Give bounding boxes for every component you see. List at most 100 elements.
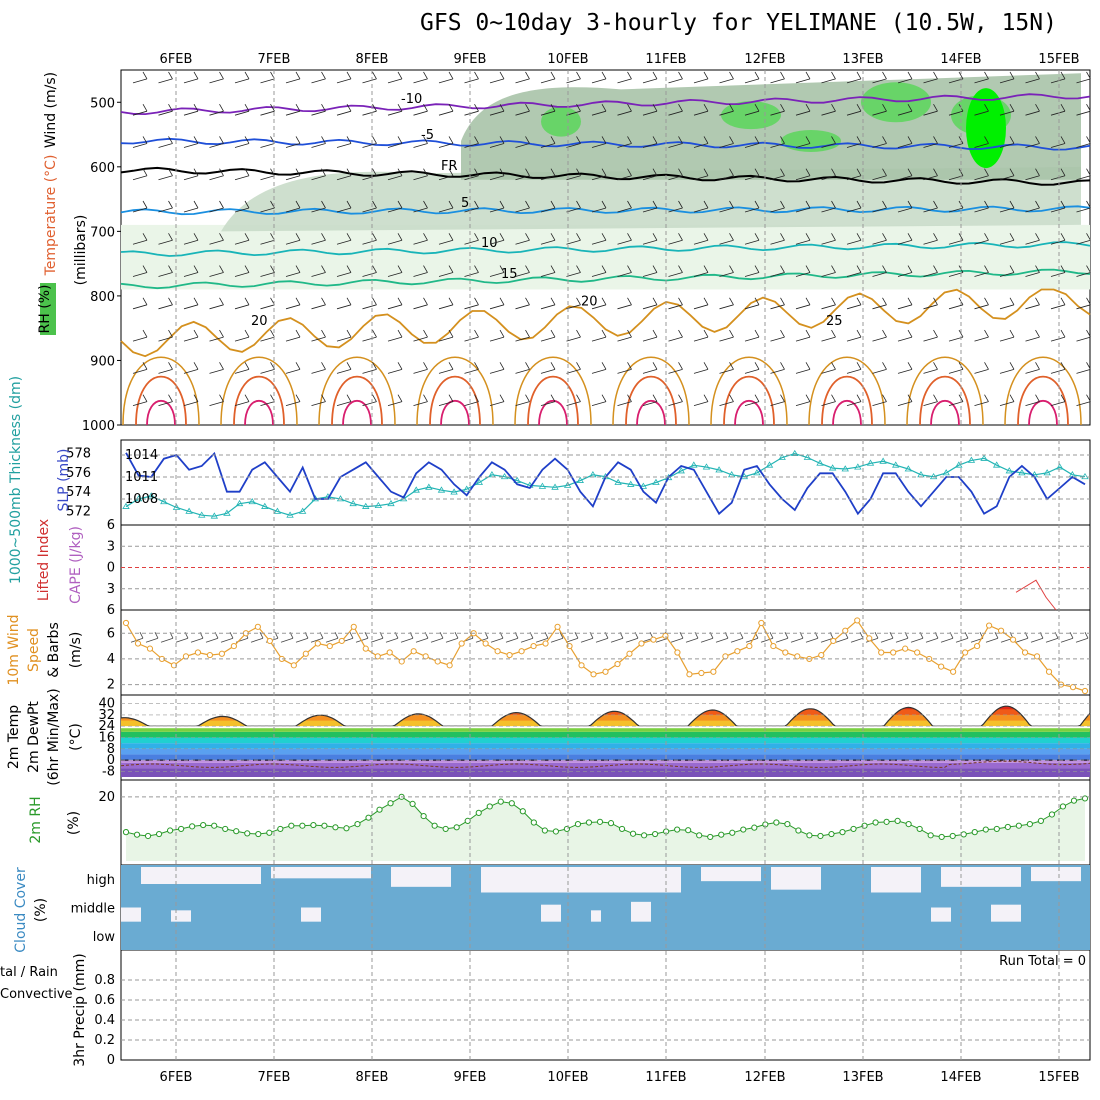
wind-barb xyxy=(540,136,556,148)
wind-barb xyxy=(132,362,148,374)
wind-barb xyxy=(642,103,658,116)
data-point xyxy=(542,640,549,647)
isotherm-label: 20 xyxy=(251,314,268,329)
wind-barb xyxy=(515,362,530,374)
wind-barb xyxy=(974,71,989,84)
wind-barb xyxy=(515,200,530,213)
wind-tick: 4 xyxy=(107,652,115,667)
data-point xyxy=(997,627,1005,634)
data-point xyxy=(1018,469,1026,476)
wind-barb xyxy=(591,233,607,245)
li-tick: 6 xyxy=(107,603,115,618)
rh2m-panel xyxy=(122,793,1089,861)
wind-barb xyxy=(464,329,479,342)
wind-barb xyxy=(311,362,326,374)
temp-band xyxy=(121,726,1090,732)
wind-barb xyxy=(795,329,811,342)
cloud-panel xyxy=(121,865,1090,950)
wind-barb xyxy=(132,394,148,407)
data-point xyxy=(399,495,408,502)
li-tick: 3 xyxy=(107,582,115,597)
pressure-tick: 600 xyxy=(90,161,115,176)
wind-barb xyxy=(336,362,352,374)
wind-barb xyxy=(897,136,913,148)
temp-band xyxy=(121,737,1090,744)
wind-barb xyxy=(770,168,785,181)
label-lifted: Lifted Index xyxy=(36,519,52,601)
wind-barb xyxy=(183,265,199,277)
data-point xyxy=(690,461,698,468)
data-point xyxy=(806,832,813,839)
data-point xyxy=(650,636,657,643)
wind-barb xyxy=(591,103,607,116)
wind-barb xyxy=(591,200,607,213)
wind-barb xyxy=(1050,329,1066,342)
wind-barb xyxy=(974,200,989,213)
cloud-level-label: high xyxy=(87,873,115,888)
wind-barb xyxy=(132,168,148,181)
wind-barb xyxy=(1076,362,1091,374)
isotherm-arc-30 xyxy=(429,375,481,426)
wind-barb xyxy=(209,394,224,407)
wind-barb xyxy=(897,168,913,181)
wind-barb xyxy=(999,200,1015,213)
wind-barb xyxy=(515,329,530,342)
wind-barb xyxy=(438,394,454,407)
wind-barb xyxy=(132,71,148,84)
wind-barb xyxy=(642,394,658,407)
wind-tick: 2 xyxy=(107,678,115,693)
wind-barb xyxy=(464,362,479,374)
data-point xyxy=(854,617,861,624)
data-point xyxy=(784,821,791,828)
data-point xyxy=(541,827,548,834)
data-point xyxy=(942,469,950,476)
wind-barb xyxy=(566,233,581,245)
wind-barb xyxy=(362,362,377,374)
data-point xyxy=(618,825,626,833)
wind-barb xyxy=(413,265,428,277)
data-point xyxy=(1059,803,1067,810)
dewpoint-line xyxy=(120,760,1091,768)
wind-barb xyxy=(489,297,505,310)
thickness-tick: 578 xyxy=(66,447,91,462)
wind-barb xyxy=(668,362,683,374)
data-point xyxy=(734,648,741,655)
wind-barb xyxy=(540,394,556,407)
wind-barb xyxy=(489,233,505,245)
wind10m-barb xyxy=(670,632,684,643)
temp-tick: 0 xyxy=(107,753,115,768)
wind-barb xyxy=(821,233,836,245)
data-point xyxy=(412,486,420,493)
data-point xyxy=(652,478,660,485)
data-point xyxy=(134,495,143,502)
wind-barb xyxy=(209,168,224,181)
data-point xyxy=(638,640,645,647)
data-point xyxy=(146,645,154,652)
wind-barb xyxy=(413,297,428,310)
wind10m-barb xyxy=(1060,632,1074,643)
wind-barb xyxy=(311,200,326,213)
wind-barb xyxy=(464,233,479,245)
cloud-high-clear xyxy=(271,867,371,879)
data-point xyxy=(816,459,824,466)
wind-barb xyxy=(311,265,326,277)
li-tick: 3 xyxy=(107,539,115,554)
label-upper-units: (millibars) xyxy=(73,215,89,286)
wind-barb xyxy=(1076,329,1091,342)
wind-barb xyxy=(489,136,505,148)
wind-barb xyxy=(897,200,913,213)
temp-tick: -8 xyxy=(102,764,115,779)
wind-barb xyxy=(438,265,454,277)
wind-barb xyxy=(872,362,887,374)
wind-barb xyxy=(617,297,632,310)
wind-barb xyxy=(668,103,683,116)
wind-barb xyxy=(387,233,403,245)
date-label-bottom: 12FEB xyxy=(744,1070,785,1085)
data-point xyxy=(332,824,339,831)
label-upper-wind: Wind (m/s) xyxy=(43,72,59,148)
data-point xyxy=(578,662,585,669)
wind-barb xyxy=(260,297,275,310)
wind-barb xyxy=(999,329,1015,342)
wind-barb xyxy=(362,297,377,310)
